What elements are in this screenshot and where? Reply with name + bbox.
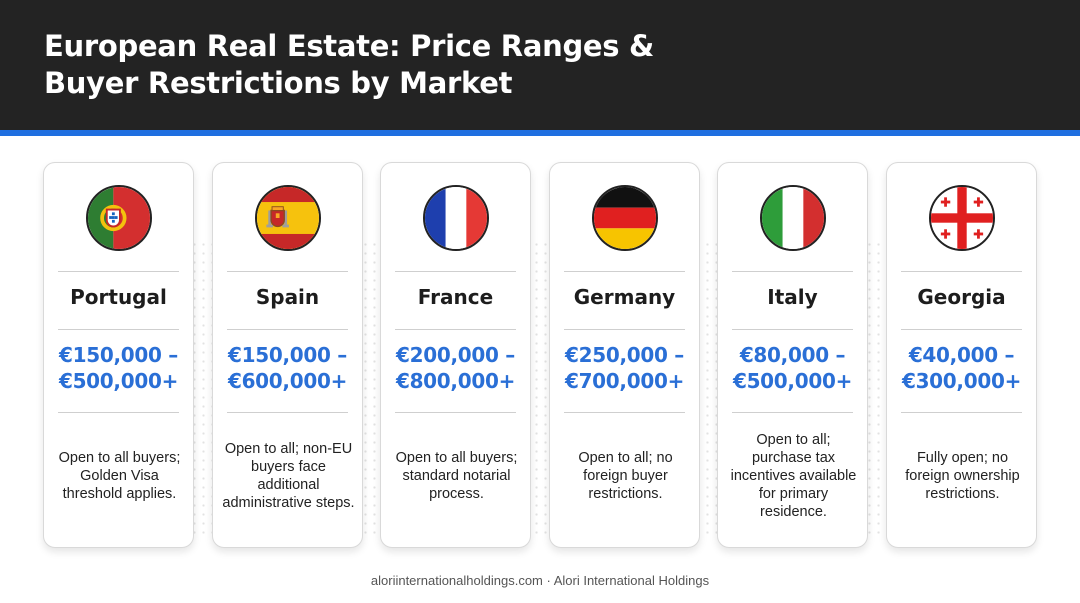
restriction-description: Open to all buyers; standard notarial pr…: [395, 450, 518, 502]
title-line-2: Buyer Restrictions by Market: [44, 66, 513, 100]
price-range: €150,000 – €600,000+: [213, 342, 362, 394]
restriction-description: Fully open; no foreign ownership restric…: [905, 450, 1020, 502]
country-name: Italy: [767, 285, 818, 309]
footer-text: aloriinternationalholdings.com · Alori I…: [370, 573, 710, 588]
restriction-description: Open to all; non-EU buyers face addition…: [222, 441, 355, 511]
divider: [901, 271, 1022, 272]
market-card-germany: Germany €250,000 – €700,000+ Open to all…: [549, 162, 700, 548]
france-flag-icon: [423, 185, 489, 251]
price-max: €700,000+: [564, 369, 685, 393]
market-card-france: France €200,000 – €800,000+ Open to all …: [380, 162, 531, 548]
price-max: €300,000+: [901, 369, 1022, 393]
price-min: €80,000 –: [739, 343, 846, 367]
restriction-description: Open to all; no foreign buyer restrictio…: [578, 450, 673, 502]
price-max: €500,000+: [58, 369, 179, 393]
market-card-georgia: Georgia €40,000 – €300,000+ Fully open; …: [886, 162, 1037, 548]
market-cards: Portugal €150,000 – €500,000+ Open to al…: [43, 162, 1038, 548]
divider: [227, 271, 348, 272]
price-min: €250,000 –: [565, 343, 684, 367]
divider: [58, 271, 179, 272]
market-card-portugal: Portugal €150,000 – €500,000+ Open to al…: [43, 162, 194, 548]
restriction-description: Open to all buyers; Golden Visa threshol…: [58, 450, 181, 502]
georgia-flag-icon: [929, 185, 995, 251]
divider: [395, 329, 516, 330]
divider: [395, 271, 516, 272]
market-card-spain: Spain €150,000 – €600,000+ Open to all; …: [212, 162, 363, 548]
price-range: €250,000 – €700,000+: [550, 342, 699, 394]
header-accent-bar: [0, 130, 1080, 136]
price-min: €150,000 –: [228, 343, 347, 367]
spain-flag-icon: [255, 185, 321, 251]
country-name: France: [417, 285, 494, 309]
germany-flag-icon: [592, 185, 658, 251]
divider: [58, 329, 179, 330]
divider: [564, 329, 685, 330]
divider: [901, 412, 1022, 413]
country-name: Portugal: [70, 285, 167, 309]
price-range: €80,000 – €500,000+: [718, 342, 867, 394]
price-max: €600,000+: [227, 369, 348, 393]
price-min: €200,000 –: [396, 343, 515, 367]
price-min: €40,000 –: [908, 343, 1015, 367]
country-name: Spain: [255, 285, 320, 309]
market-card-italy: Italy €80,000 – €500,000+ Open to all; p…: [717, 162, 868, 548]
divider: [58, 412, 179, 413]
divider: [732, 412, 853, 413]
price-range: €200,000 – €800,000+: [381, 342, 530, 394]
page-title: European Real Estate: Price Ranges & Buy…: [44, 28, 844, 102]
price-min: €150,000 –: [59, 343, 178, 367]
country-name: Georgia: [917, 285, 1006, 309]
divider: [732, 329, 853, 330]
header: European Real Estate: Price Ranges & Buy…: [0, 0, 1080, 131]
restriction-description: Open to all; purchase tax incentives ava…: [730, 432, 857, 520]
divider: [901, 329, 1022, 330]
price-range: €40,000 – €300,000+: [887, 342, 1036, 394]
divider: [732, 271, 853, 272]
italy-flag-icon: [760, 185, 826, 251]
price-range: €150,000 – €500,000+: [44, 342, 193, 394]
portugal-flag-icon: [86, 185, 152, 251]
divider: [564, 271, 685, 272]
price-max: €800,000+: [395, 369, 516, 393]
divider: [227, 412, 348, 413]
divider: [227, 329, 348, 330]
country-name: Germany: [573, 285, 676, 309]
divider: [395, 412, 516, 413]
divider: [564, 412, 685, 413]
title-line-1: European Real Estate: Price Ranges &: [44, 29, 655, 63]
price-max: €500,000+: [732, 369, 853, 393]
